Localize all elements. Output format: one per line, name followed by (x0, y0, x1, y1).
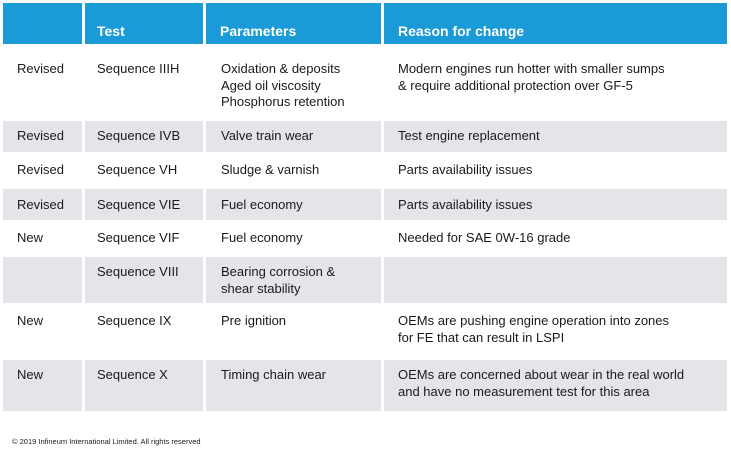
reason-line: Parts availability issues (398, 162, 533, 177)
status-cell: Revised (3, 155, 82, 186)
reason-line: OEMs are pushing engine operation into z… (398, 313, 670, 328)
status-cell: New (3, 360, 82, 411)
parameters-cell: Sludge & varnish (206, 155, 381, 186)
parameters-cell: Valve train wear (206, 121, 381, 152)
reason-line: & require additional protection over GF-… (398, 77, 633, 93)
reason-line: Test engine replacement (398, 128, 540, 143)
test-cell: Sequence IVB (85, 121, 203, 152)
parameters-cell: Fuel economy (206, 223, 381, 254)
header-reason-cell: Reason for change (384, 3, 727, 44)
parameters-cell: Timing chain wear (206, 360, 381, 411)
test-cell: Sequence VIE (85, 189, 203, 220)
header-test-cell: Test (85, 3, 203, 44)
reason-cell: Parts availability issues (384, 189, 727, 220)
parameter-line: Pre ignition (221, 313, 287, 328)
reason-line: and have no measurement test for this ar… (398, 383, 650, 399)
reason-cell: Modern engines run hotter with smaller s… (384, 47, 727, 118)
parameter-line: Timing chain wear (221, 367, 327, 382)
reason-cell (384, 257, 727, 303)
parameter-line: Sludge & varnish (221, 162, 320, 177)
parameter-line: Valve train wear (221, 128, 314, 143)
status-cell: Revised (3, 189, 82, 220)
reason-cell: Needed for SAE 0W-16 grade (384, 223, 727, 254)
reason-cell: Parts availability issues (384, 155, 727, 186)
header-status-cell (3, 3, 82, 44)
parameters-cell: Fuel economy (206, 189, 381, 220)
parameter-line: Fuel economy (221, 197, 303, 212)
parameters-cell: Bearing corrosion & shear stability (206, 257, 381, 303)
test-cell: Sequence VIII (85, 257, 203, 303)
parameters-cell: Oxidation & deposits Aged oil viscosity Ph… (206, 47, 381, 118)
status-cell (3, 257, 82, 303)
reason-cell: OEMs are pushing engine operation into z… (384, 306, 727, 357)
reason-line: Modern engines run hotter with smaller s… (398, 61, 665, 76)
parameter-line: Oxidation & deposits (221, 61, 341, 76)
parameter-line: Phosphorus retention (221, 94, 345, 109)
status-cell: Revised (3, 47, 82, 118)
test-cell: Sequence IIIH (85, 47, 203, 118)
status-cell: New (3, 306, 82, 357)
copyright-footer: © 2019 Infineum International Limited. A… (12, 437, 201, 446)
test-cell: Sequence X (85, 360, 203, 411)
api-sequence-tests-table: Test Parameters Reason for change Revise… (3, 3, 728, 411)
test-cell: Sequence IX (85, 306, 203, 357)
reason-line: OEMs are concerned about wear in the rea… (398, 367, 685, 382)
parameter-line: Bearing corrosion & (221, 264, 336, 279)
test-cell: Sequence VH (85, 155, 203, 186)
parameters-cell: Pre ignition (206, 306, 381, 357)
test-cell: Sequence VIF (85, 223, 203, 254)
reason-line: Parts availability issues (398, 197, 533, 212)
reason-cell: OEMs are concerned about wear in the rea… (384, 360, 727, 411)
status-cell: New (3, 223, 82, 254)
parameter-line: Aged oil viscosity (221, 77, 321, 93)
reason-cell: Test engine replacement (384, 121, 727, 152)
parameter-line: Fuel economy (221, 230, 303, 245)
parameter-line: shear stability (221, 280, 301, 296)
reason-line: for FE that can result in LSPI (398, 329, 565, 345)
reason-line: Needed for SAE 0W-16 grade (398, 230, 571, 245)
header-parameters-cell: Parameters (206, 3, 381, 44)
status-cell: Revised (3, 121, 82, 152)
